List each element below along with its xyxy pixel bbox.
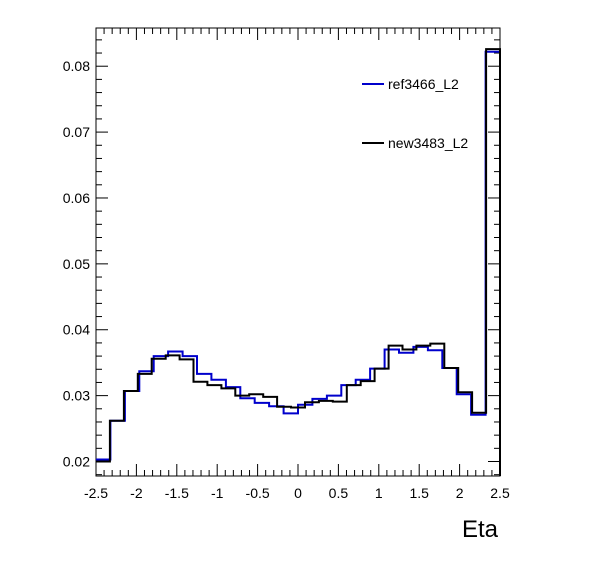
x-tick-label: 2.5 [490, 485, 510, 501]
y-tick-label: 0.05 [63, 256, 90, 272]
y-tick-label: 0.07 [63, 124, 90, 140]
y-tick-label: 0.06 [63, 190, 90, 206]
x-tick-label: -0.5 [246, 485, 270, 501]
x-tick-label: 1.5 [409, 485, 429, 501]
legend: ref3466_L2 new3483_L2 [362, 76, 468, 151]
legend-label-ref: ref3466_L2 [388, 76, 459, 92]
y-tick-label: 0.04 [63, 322, 90, 338]
series-line-new [96, 48, 501, 476]
x-tick-label: 2 [456, 485, 464, 501]
x-axis-label: Eta [462, 516, 499, 543]
y-tick-labels: 0.02 0.03 0.04 0.05 0.06 0.07 0.08 [63, 58, 90, 469]
series-line-ref [96, 50, 501, 476]
x-tick-label: -2.5 [84, 485, 108, 501]
y-tick-label: 0.02 [63, 454, 90, 470]
x-tick-label: 0 [294, 485, 302, 501]
x-tick-label: 0.5 [329, 485, 349, 501]
x-tick-label: 1 [375, 485, 383, 501]
legend-label-new: new3483_L2 [388, 135, 468, 151]
x-tick-labels: -2.5 -2 -1.5 -1 -0.5 0 0.5 1 1.5 2 2.5 [84, 485, 510, 501]
x-tick-label: -1.5 [165, 485, 189, 501]
x-tick-label: -1 [211, 485, 224, 501]
series-layer [96, 48, 501, 476]
y-tick-label: 0.08 [63, 58, 90, 74]
x-tick-label: -2 [130, 485, 143, 501]
y-tick-label: 0.03 [63, 388, 90, 404]
